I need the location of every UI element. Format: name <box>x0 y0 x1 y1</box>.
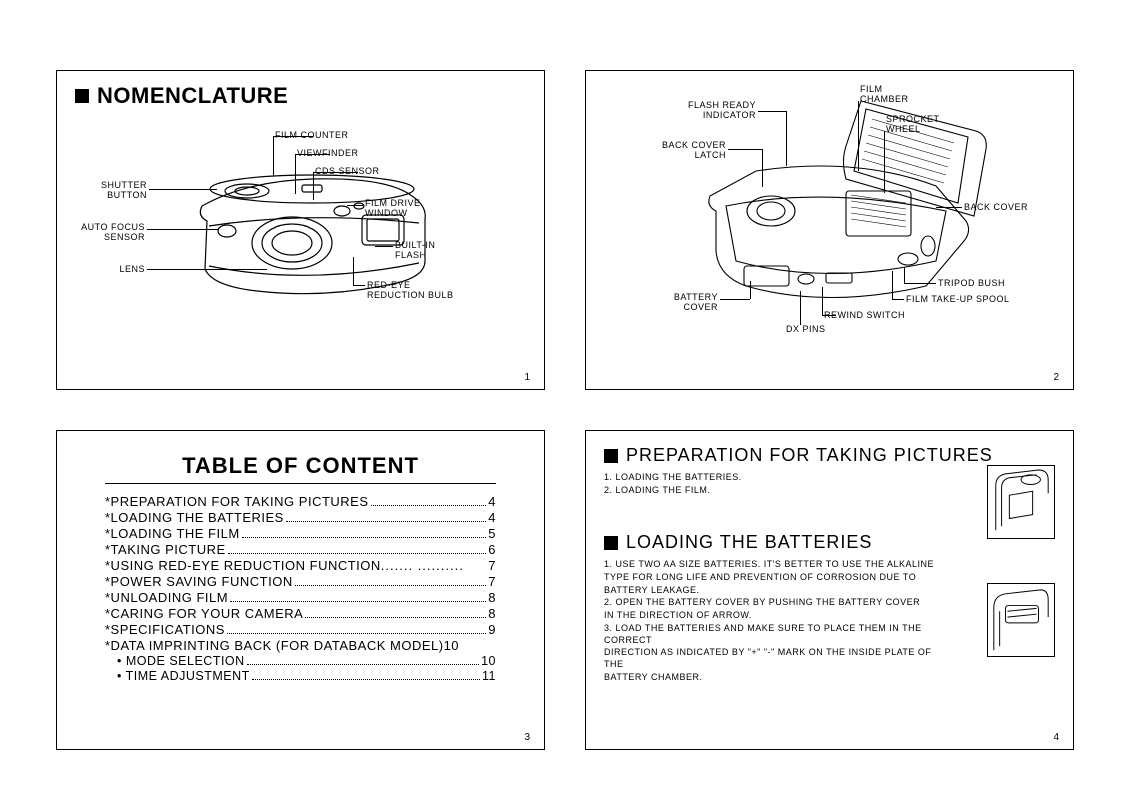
label-flash-ready-indicator: FLASH READYINDICATOR <box>676 101 756 121</box>
panel-preparation: PREPARATION FOR TAKING PICTURES 1. LOADI… <box>585 430 1074 750</box>
label-red-eye-reduction-bulb: RED-EYEREDUCTION BULB <box>367 281 454 301</box>
step-item: TYPE FOR LONG LIFE AND PREVENTION OF COR… <box>604 572 944 584</box>
page-number: 2 <box>1053 372 1059 383</box>
step-item: 3. LOAD THE BATTERIES AND MAKE SURE TO P… <box>604 623 944 646</box>
toc-item-page: 11 <box>482 669 496 683</box>
toc-item-title: *TAKING PICTURE <box>105 542 226 557</box>
toc-row: *POWER SAVING FUNCTION 7 <box>105 574 496 589</box>
label-dx-pins: DX PINS <box>786 325 826 335</box>
toc-item-title: *DATA IMPRINTING BACK (FOR DATABACK MODE… <box>105 638 444 653</box>
toc-row: • TIME ADJUSTMENT 11 <box>105 669 496 683</box>
step-item: DIRECTION AS INDICATED BY "+" "-" MARK O… <box>604 647 944 670</box>
toc-title: TABLE OF CONTENT <box>75 453 526 479</box>
toc-item-page: 4 <box>488 510 496 525</box>
step-item: BATTERY CHAMBER. <box>604 672 944 684</box>
toc-item-page: 7 <box>488 558 496 573</box>
panel-toc: TABLE OF CONTENT *PREPARATION FOR TAKING… <box>56 430 545 750</box>
toc-item-title: *LOADING THE BATTERIES <box>105 510 284 525</box>
toc-item-title: • TIME ADJUSTMENT <box>117 669 250 683</box>
label-auto-focus-sensor: AUTO FOCUSSENSOR <box>71 223 145 243</box>
toc-row: *DATA IMPRINTING BACK (FOR DATABACK MODE… <box>105 638 496 653</box>
label-lens: LENS <box>113 265 145 275</box>
step-item: BATTERY LEAKAGE. <box>604 585 944 597</box>
toc-item-title: • MODE SELECTION <box>117 654 245 668</box>
toc-row: *LOADING THE BATTERIES 4 <box>105 510 496 525</box>
toc-item-title: *USING RED-EYE REDUCTION FUNCTION <box>105 558 381 573</box>
step-item: 2. OPEN THE BATTERY COVER BY PUSHING THE… <box>604 597 944 609</box>
step-item: 1. USE TWO AA SIZE BATTERIES. IT'S BETTE… <box>604 559 944 571</box>
label-built-in-flash: BUILT-INFLASH <box>395 241 435 261</box>
label-rewind-switch: REWIND SWITCH <box>824 311 905 321</box>
label-film-takeup-spool: FILM TAKE-UP SPOOL <box>906 295 1010 305</box>
panel-nomenclature: NOMENCLATURE SHUTTERBUTTON AUTO FOCUSSEN… <box>56 70 545 390</box>
toc-item-title: *LOADING THE FILM <box>105 526 240 541</box>
label-sprocket-wheel: SPROCKETWHEEL <box>886 115 940 135</box>
loading-batteries-steps: 1. USE TWO AA SIZE BATTERIES. IT'S BETTE… <box>604 559 944 683</box>
toc-item-page: 9 <box>488 622 496 637</box>
thumbnail-battery-corner <box>987 465 1055 539</box>
nomenclature-title: NOMENCLATURE <box>97 83 288 109</box>
toc-item-page: 6 <box>488 542 496 557</box>
toc-row: *USING RED-EYE REDUCTION FUNCTION.......… <box>105 558 496 573</box>
toc-item-page: 7 <box>488 574 496 589</box>
toc-item-page: 10 <box>444 638 459 653</box>
toc-row: *SPECIFICATIONS 9 <box>105 622 496 637</box>
toc-item-title: *UNLOADING FILM <box>105 590 228 605</box>
page-number: 4 <box>1053 732 1059 743</box>
step-item: IN THE DIRECTION OF ARROW. <box>604 610 944 622</box>
preparation-title: PREPARATION FOR TAKING PICTURES <box>626 445 993 466</box>
label-shutter-button: SHUTTERBUTTON <box>87 181 147 201</box>
label-film-chamber: FILMCHAMBER <box>860 85 909 105</box>
toc-item-title: *SPECIFICATIONS <box>105 622 225 637</box>
label-battery-cover: BATTERYCOVER <box>658 293 718 313</box>
toc-row: *CARING FOR YOUR CAMERA 8 <box>105 606 496 621</box>
toc-row: *LOADING THE FILM 5 <box>105 526 496 541</box>
toc-item-page: 10 <box>481 654 496 668</box>
toc-row: *TAKING PICTURE 6 <box>105 542 496 557</box>
page-number: 1 <box>524 372 530 383</box>
label-film-drive-window: FILM DRIVEWINDOW <box>365 199 421 219</box>
toc-row: • MODE SELECTION 10 <box>105 654 496 668</box>
toc-item-page: 8 <box>488 606 496 621</box>
thumbnail-battery-insert <box>987 583 1055 657</box>
toc-item-title: *PREPARATION FOR TAKING PICTURES <box>105 494 369 509</box>
bullet-square <box>604 449 618 463</box>
panel-rear-diagram: FLASH READYINDICATOR BACK COVERLATCH FIL… <box>585 70 1074 390</box>
page-number: 3 <box>524 732 530 743</box>
toc-row: *PREPARATION FOR TAKING PICTURES 4 <box>105 494 496 509</box>
toc-row: *UNLOADING FILM 8 <box>105 590 496 605</box>
toc-item-page: 8 <box>488 590 496 605</box>
label-back-cover-latch: BACK COVERLATCH <box>644 141 726 161</box>
bullet-square <box>604 536 618 550</box>
toc-item-title: *CARING FOR YOUR CAMERA <box>105 606 303 621</box>
label-tripod-bush: TRIPOD BUSH <box>938 279 1005 289</box>
toc-item-page: 5 <box>488 526 496 541</box>
loading-batteries-title: LOADING THE BATTERIES <box>626 532 872 553</box>
toc-rule <box>105 483 496 484</box>
label-back-cover: BACK COVER <box>964 203 1028 213</box>
toc-list: *PREPARATION FOR TAKING PICTURES4*LOADIN… <box>75 494 526 683</box>
toc-item-page: 4 <box>488 494 496 509</box>
toc-item-title: *POWER SAVING FUNCTION <box>105 574 293 589</box>
bullet-square <box>75 89 89 103</box>
